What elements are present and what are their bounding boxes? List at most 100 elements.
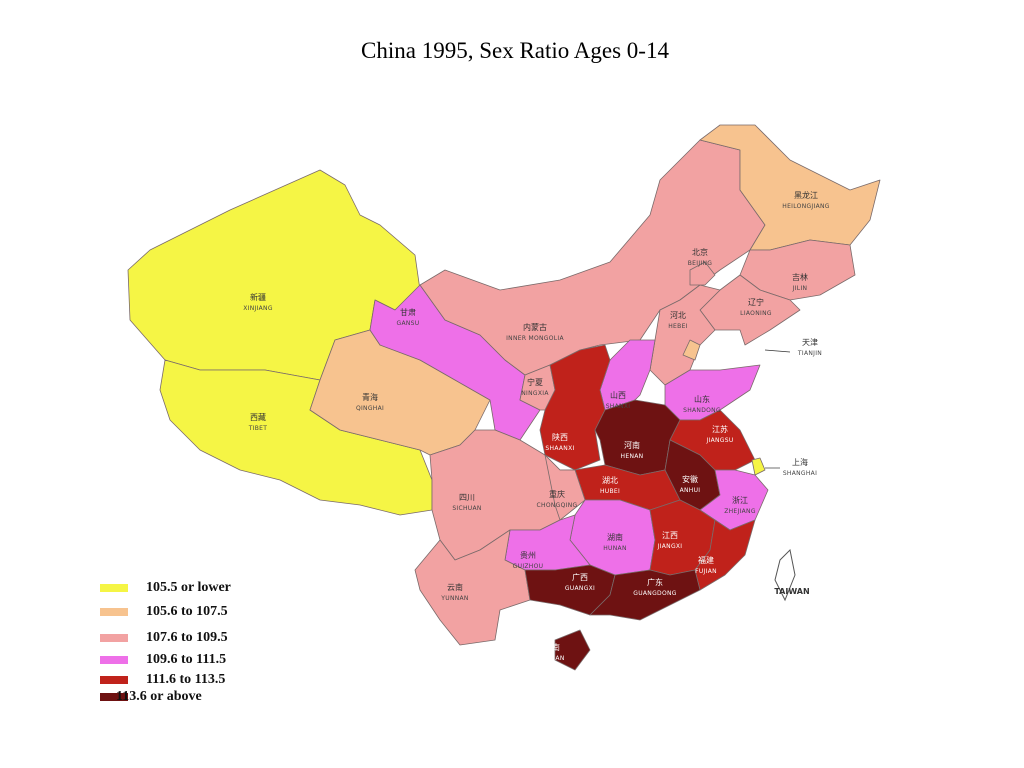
province-name-zh: 贵州	[520, 550, 536, 560]
province-name-en: HAINAN	[539, 655, 564, 662]
province-label: 湖南 HUNAN	[603, 532, 626, 552]
province-label: 广西 GUANGXI	[565, 572, 595, 592]
province-name-zh: 浙江	[732, 495, 748, 505]
province	[589, 569, 701, 621]
province	[544, 454, 586, 521]
province-name-en: JIANGXI	[657, 543, 683, 550]
province-name-zh: 安徽	[682, 474, 698, 484]
province-name-zh: 新疆	[250, 292, 266, 302]
province-label: 安徽 ANHUI	[680, 474, 701, 494]
province-name-en: LIAONING	[740, 310, 772, 317]
province-label: 山西 SHANXI	[606, 390, 631, 410]
taiwan-outline	[774, 548, 796, 602]
province-label: 甘肃 GANSU	[397, 307, 420, 327]
province-label: 陕西 SHAANXI	[545, 432, 574, 452]
legend-swatch	[100, 693, 128, 701]
province-name-en: NINGXIA	[521, 390, 549, 397]
province-label: 吉林 JILIN	[792, 272, 808, 292]
province-name-zh: 西藏	[250, 412, 266, 422]
province-name-zh: 福建	[698, 555, 714, 565]
province-name-zh: 吉林	[792, 272, 808, 282]
province	[414, 529, 531, 646]
province-label: 广东 GUANGDONG	[633, 577, 677, 597]
province-name-zh: 广西	[572, 572, 588, 582]
province-name-en: HUNAN	[603, 545, 626, 552]
province-label: 河南 HENAN	[621, 440, 644, 460]
province-name-en: SHANXI	[606, 403, 631, 410]
province-name-zh: 山东	[694, 394, 710, 404]
province-label: 重庆 CHONGQING	[537, 489, 578, 509]
province-name-zh: 天津	[802, 337, 818, 347]
province-name-en: HEILONGJIANG	[782, 203, 829, 210]
province-name-zh: 江苏	[712, 424, 728, 434]
province-label: 贵州 GUIZHOU	[513, 550, 544, 570]
province-name-en: SHANGHAI	[783, 470, 817, 477]
province-label: 辽宁 LIAONING	[740, 297, 772, 317]
legend-swatch	[100, 634, 128, 642]
province-name-en: INNER MONGOLIA	[506, 335, 564, 342]
province-name-en: GUANGDONG	[633, 590, 677, 597]
province-name-zh: 河北	[670, 310, 686, 320]
legend-label: 107.6 to 109.5	[146, 630, 228, 645]
province-label: 江西 JIANGXI	[657, 531, 683, 550]
province-name-zh: 青海	[362, 392, 378, 402]
province-name-en: GUIZHOU	[513, 563, 544, 570]
province-layer	[127, 124, 881, 671]
province	[689, 261, 716, 286]
province-name-zh: 云南	[447, 582, 463, 592]
province-name-en: JILIN	[792, 285, 808, 292]
province-label: 宁夏 NINGXIA	[521, 377, 549, 397]
province-name-zh: 内蒙古	[523, 322, 547, 332]
province-name-en: GANSU	[397, 320, 420, 327]
leader-line	[764, 349, 791, 353]
province-name-zh: 四川	[459, 493, 475, 502]
province-label: 黑龙江 HEILONGJIANG	[782, 190, 829, 210]
province-name-zh: 河南	[624, 440, 640, 450]
province	[554, 629, 591, 671]
province-label: 西藏 TIBET	[248, 412, 268, 432]
province-name-en: GUANGXI	[565, 585, 595, 592]
province-name-zh: 山西	[610, 390, 626, 400]
province-name-zh: 湖北	[602, 476, 618, 485]
province-name-en: HENAN	[621, 453, 644, 460]
province-name-en: TIBET	[248, 425, 268, 432]
province-name-zh: 海南	[544, 642, 560, 652]
province-label: 河北 HEBEI	[668, 310, 687, 330]
province-label: 海南 HAINAN	[539, 642, 564, 662]
province-name-zh: 甘肃	[400, 307, 416, 317]
province	[599, 339, 656, 411]
label-layer: 新疆 XINJIANG 西藏 TIBET 青海 QINGHAI 甘肃 GANSU 内蒙古 INN…	[243, 190, 829, 662]
province-name-zh: 上海	[792, 457, 808, 467]
province-name-en: SHANDONG	[683, 407, 721, 414]
province-name-zh: 辽宁	[748, 297, 764, 307]
legend-label: 105.5 or lower	[146, 580, 231, 595]
province-name-en: SHAANXI	[545, 445, 574, 452]
province-name-en: CHONGQING	[537, 502, 578, 509]
legend: 105.5 or lower 105.6 to 107.5 107.6 to 109…	[100, 580, 231, 704]
province	[694, 519, 756, 591]
legend-label: 109.6 to 111.5	[146, 652, 226, 667]
province-name-en: FUJIAN	[695, 568, 717, 575]
province-label: 云南 YUNNAN	[440, 582, 468, 602]
province-label: 福建 FUJIAN	[695, 555, 717, 575]
legend-swatch	[100, 584, 128, 592]
province-label: 浙江 ZHEJIANG	[724, 495, 756, 515]
province-name-en: HUBEI	[600, 488, 620, 495]
map-title: China 1995, Sex Ratio Ages 0-14	[361, 38, 669, 63]
province-name-zh: 重庆	[549, 489, 565, 499]
province-label: 内蒙古 INNER MONGOLIA	[506, 322, 564, 342]
province-name-en: SICHUAN	[452, 505, 481, 512]
province-name-en: JIANGSU	[705, 437, 733, 444]
province-name-en: ZHEJIANG	[724, 508, 756, 515]
legend-label: 105.6 to 107.5	[146, 604, 228, 619]
province-label: 山东 SHANDONG	[683, 394, 721, 414]
province-label: 新疆 XINJIANG	[243, 292, 272, 312]
legend-label: 113.6 or above	[116, 689, 202, 704]
province-label: 江苏 JIANGSU	[705, 424, 733, 444]
legend-swatch	[100, 608, 128, 616]
province-name-en: YUNNAN	[440, 595, 468, 602]
province-label: 青海 QINGHAI	[356, 392, 384, 412]
province-name-en: ANHUI	[680, 487, 701, 494]
province	[682, 339, 701, 361]
